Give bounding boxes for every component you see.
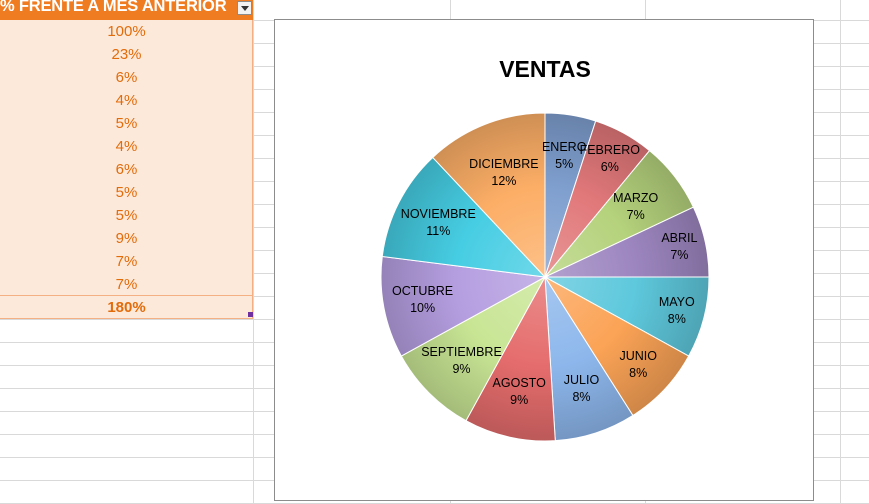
data-label-mayo: MAYO 8% bbox=[659, 294, 695, 328]
data-label-noviembre: NOVIEMBRE 11% bbox=[401, 206, 476, 240]
data-label-agosto: AGOSTO 9% bbox=[493, 375, 546, 409]
data-label-percent: 8% bbox=[572, 390, 591, 405]
data-label-category: JULIO bbox=[563, 373, 600, 388]
table-cell[interactable]: 6% bbox=[115, 69, 138, 86]
table-cell[interactable]: 9% bbox=[115, 230, 138, 247]
data-label-category: FEBRERO bbox=[579, 143, 641, 158]
pie-slice-diciembre[interactable] bbox=[432, 112, 546, 279]
data-label-percent: 12% bbox=[491, 174, 517, 189]
data-label-percent: 10% bbox=[410, 301, 436, 316]
pie-chart bbox=[380, 112, 710, 442]
data-label-febrero: FEBRERO 6% bbox=[580, 142, 640, 176]
percent-change-table: % FRENTE A MES ANTERIOR 100% 23% 6% 4% 5… bbox=[0, 0, 253, 319]
pie-slice-agosto[interactable] bbox=[465, 275, 556, 442]
table-cell[interactable]: 6% bbox=[115, 161, 138, 178]
data-label-junio: JUNIO 8% bbox=[619, 348, 657, 382]
table-border bbox=[0, 318, 253, 319]
data-label-category: NOVIEMBRE bbox=[400, 206, 476, 221]
pie-chart-object[interactable]: VENTAS ENERO 5% FEBRERO 6% MARZO 7% ABRIL 7% MAY… bbox=[274, 19, 814, 501]
filter-dropdown-icon[interactable] bbox=[237, 1, 252, 15]
data-label-percent: 8% bbox=[629, 365, 648, 380]
table-cell[interactable]: 5% bbox=[115, 115, 138, 132]
data-label-septiembre: SEPTIEMBRE 9% bbox=[421, 344, 502, 378]
data-label-enero: ENERO 5% bbox=[542, 139, 586, 173]
data-label-category: MAYO bbox=[658, 294, 695, 309]
pie-slice-septiembre[interactable] bbox=[400, 275, 547, 422]
data-label-percent: 7% bbox=[670, 247, 689, 262]
data-label-diciembre: DICIEMBRE 12% bbox=[469, 156, 538, 190]
data-label-category: AGOSTO bbox=[492, 376, 546, 391]
table-cell[interactable]: 5% bbox=[115, 207, 138, 224]
data-label-julio: JULIO 8% bbox=[564, 372, 599, 406]
table-cell[interactable]: 4% bbox=[115, 138, 138, 155]
table-cell[interactable]: 4% bbox=[115, 92, 138, 109]
data-label-category: ENERO bbox=[541, 139, 587, 154]
data-label-category: MARZO bbox=[613, 190, 659, 205]
table-cell[interactable]: 5% bbox=[115, 184, 138, 201]
data-label-percent: 7% bbox=[626, 207, 645, 222]
data-label-category: DICIEMBRE bbox=[469, 157, 539, 172]
data-label-category: OCTUBRE bbox=[392, 284, 454, 299]
table-resize-handle[interactable] bbox=[248, 312, 253, 317]
chart-title: VENTAS bbox=[499, 56, 591, 82]
data-label-percent: 5% bbox=[555, 156, 574, 171]
data-label-percent: 11% bbox=[426, 223, 451, 238]
data-label-abril: ABRIL 7% bbox=[661, 230, 697, 264]
table-cell[interactable]: 7% bbox=[115, 276, 138, 293]
table-cell[interactable]: 23% bbox=[111, 46, 142, 63]
table-cell[interactable]: 7% bbox=[115, 253, 138, 270]
data-label-percent: 9% bbox=[452, 361, 471, 376]
data-label-percent: 6% bbox=[600, 160, 619, 175]
table-border bbox=[252, 20, 253, 318]
pie-slice-octubre[interactable] bbox=[380, 255, 547, 357]
table-cell[interactable]: 100% bbox=[107, 23, 146, 40]
data-label-marzo: MARZO 7% bbox=[613, 190, 658, 224]
data-label-octubre: OCTUBRE 10% bbox=[392, 283, 453, 317]
data-label-percent: 8% bbox=[667, 311, 686, 326]
data-label-category: SEPTIEMBRE bbox=[421, 344, 502, 359]
data-label-category: ABRIL bbox=[661, 230, 698, 245]
column-header-label: % FRENTE A MES ANTERIOR bbox=[0, 0, 227, 15]
data-label-category: JUNIO bbox=[619, 348, 657, 363]
data-label-percent: 9% bbox=[510, 393, 529, 408]
column-header[interactable]: % FRENTE A MES ANTERIOR bbox=[0, 0, 253, 20]
pie-slice-noviembre[interactable] bbox=[381, 156, 547, 278]
table-total-cell[interactable]: 180% bbox=[0, 295, 253, 319]
